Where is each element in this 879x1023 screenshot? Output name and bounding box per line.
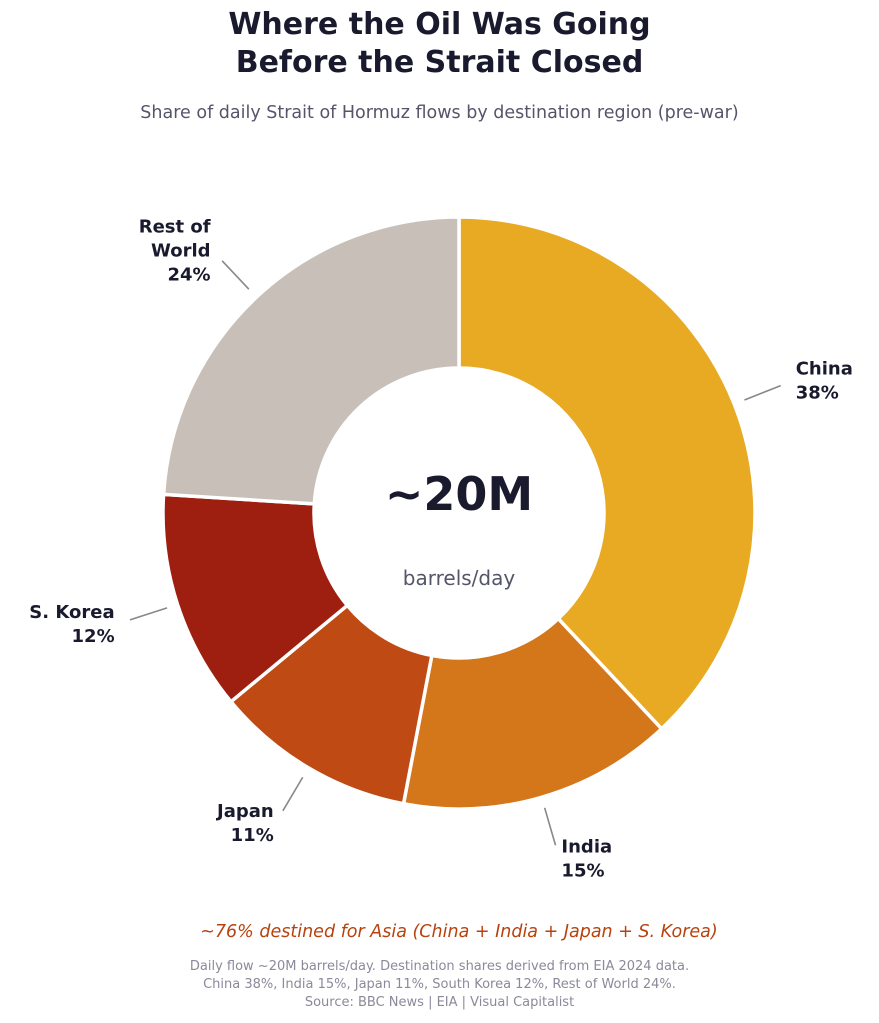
label-china: China 38% — [796, 358, 853, 403]
slice-india — [401, 616, 664, 811]
slice-category-label: World — [151, 241, 211, 262]
chart-title-line-1: Where the Oil Was Going — [228, 7, 651, 42]
slice-s-korea — [161, 492, 350, 704]
center-total-value: ~20M — [385, 467, 533, 521]
footnote-line-1: Daily flow ~20M barrels/day. Destination… — [189, 959, 690, 974]
slice-category-label: China — [796, 358, 853, 379]
label-rest-of-world: Rest of World 24% — [139, 217, 211, 286]
leader-line-rest-of-world — [221, 260, 250, 290]
label-s-korea: S. Korea 12% — [29, 602, 114, 647]
leader-line-japan — [282, 776, 304, 812]
leader-lines — [129, 260, 781, 846]
chart-subtitle: Share of daily Strait of Hormuz flows by… — [140, 103, 739, 123]
label-india: India 15% — [561, 837, 612, 882]
slice-labels: China 38% India 15% Japan 11% S. Korea 12% Rest … — [29, 217, 853, 882]
slice-value-label: 15% — [561, 861, 604, 882]
slice-china — [457, 215, 757, 731]
slice-value-label: 11% — [231, 825, 274, 846]
slice-category-label: S. Korea — [29, 602, 114, 623]
center-unit-label: barrels/day — [403, 566, 516, 590]
leader-line-china — [744, 384, 781, 401]
slice-category-label: Rest of — [139, 217, 211, 238]
footnote-line-3: Source: BBC News | EIA | Visual Capitali… — [304, 995, 575, 1010]
slice-value-label: 24% — [167, 265, 210, 286]
slice-value-label: 38% — [796, 382, 839, 403]
slice-rest-of-world — [161, 215, 461, 506]
slice-japan — [229, 603, 434, 806]
leader-line-india — [543, 807, 557, 846]
asia-share-annotation: ~76% destined for Asia (China + India + … — [200, 922, 718, 942]
leader-line-s-korea — [129, 607, 168, 621]
donut-slices — [161, 215, 757, 811]
slice-category-label: Japan — [215, 801, 274, 822]
chart-title: Where the Oil Was Going Before the Strai… — [0, 6, 879, 82]
footnote: Daily flow ~20M barrels/day. Destination… — [0, 958, 879, 1012]
footnote-line-2: China 38%, India 15%, Japan 11%, South K… — [203, 977, 676, 992]
label-japan: Japan 11% — [215, 801, 274, 846]
slice-value-label: 12% — [72, 626, 115, 647]
slice-category-label: India — [561, 837, 612, 858]
chart-title-line-2: Before the Strait Closed — [235, 45, 644, 80]
